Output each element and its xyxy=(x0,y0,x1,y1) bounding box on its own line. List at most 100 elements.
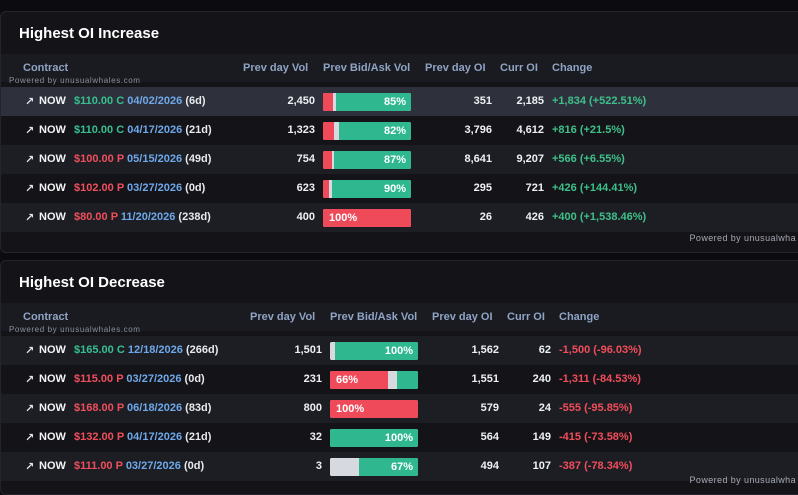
strike-price: $100.00 P xyxy=(74,153,124,165)
expiry-date: 04/02/2026 xyxy=(127,95,183,107)
table-row[interactable]: ↗ NOW $110.00 C 04/02/2026 (6d) 2,450 85% 351… xyxy=(1,87,798,116)
contract-cell[interactable]: $165.00 C 12/18/2026 (266d) xyxy=(74,344,218,356)
header-bid-ask-vol[interactable]: Prev Bid/Ask Vol xyxy=(330,311,418,323)
days-to-expiry: (238d) xyxy=(178,211,211,223)
curr-oi: 2,185 xyxy=(516,95,544,107)
header-curr-oi[interactable]: Curr OI xyxy=(500,62,538,74)
powered-by-footer: Powered by unusualwha xyxy=(689,475,796,485)
header-change[interactable]: Change xyxy=(552,62,593,74)
bid-ask-percent: 90% xyxy=(383,183,406,195)
curr-oi: 149 xyxy=(532,431,551,443)
prev-day-vol: 754 xyxy=(296,153,315,165)
strike-price: $168.00 P xyxy=(74,402,124,414)
prev-day-vol: 800 xyxy=(303,402,322,414)
bid-segment xyxy=(330,400,418,418)
table-row[interactable]: ↗ NOW $102.00 P 03/27/2026 (0d) 623 90% 295 72… xyxy=(1,174,798,203)
expiry-date: 04/17/2026 xyxy=(127,431,183,443)
table-row[interactable]: ↗ NOW $165.00 C 12/18/2026 (266d) 1,501 100%… xyxy=(1,336,798,365)
table-body: ↗ NOW $110.00 C 04/02/2026 (6d) 2,450 85% 351… xyxy=(1,87,798,232)
table-row[interactable]: ↗ NOW $100.00 P 05/15/2026 (49d) 754 87% 8,64… xyxy=(1,145,798,174)
curr-oi: 426 xyxy=(525,211,544,223)
table-row[interactable]: ↗ NOW $168.00 P 06/18/2026 (83d) 800 100% 579… xyxy=(1,394,798,423)
days-to-expiry: (21d) xyxy=(185,124,212,136)
bid-ask-bar: 82% xyxy=(323,122,411,140)
contract-cell[interactable]: $102.00 P 03/27/2026 (0d) xyxy=(74,182,205,194)
header-contract[interactable]: Contract xyxy=(23,311,69,323)
ticker-symbol: NOW xyxy=(39,402,66,414)
bid-ask-bar: 100% xyxy=(330,429,418,447)
contract-cell[interactable]: $110.00 C 04/17/2026 (21d) xyxy=(74,124,212,136)
trend-arrow-icon: ↗ xyxy=(25,154,35,166)
table-row[interactable]: ↗ NOW $110.00 C 04/17/2026 (21d) 1,323 82% 3,… xyxy=(1,116,798,145)
contract-cell[interactable]: $80.00 P 11/20/2026 (238d) xyxy=(74,211,211,223)
ticker-symbol: NOW xyxy=(39,431,66,443)
contract-cell[interactable]: $132.00 P 04/17/2026 (21d) xyxy=(74,431,211,443)
days-to-expiry: (6d) xyxy=(185,95,206,107)
powered-by-footer: Powered by unusualwha xyxy=(689,233,796,243)
contract-cell[interactable]: $111.00 P 03/27/2026 (0d) xyxy=(74,460,204,472)
table-row[interactable]: ↗ NOW $111.00 P 03/27/2026 (0d) 3 67% 494 107-… xyxy=(1,452,798,481)
bid-segment xyxy=(323,180,330,198)
strike-price: $165.00 C xyxy=(74,344,125,356)
ask-segment xyxy=(338,122,411,140)
header-bid-ask-vol[interactable]: Prev Bid/Ask Vol xyxy=(323,62,411,74)
table-row[interactable]: ↗ NOW $80.00 P 11/20/2026 (238d) 400 100% 26 4… xyxy=(1,203,798,232)
bid-ask-bar: 85% xyxy=(323,93,411,111)
header-curr-oi[interactable]: Curr OI xyxy=(507,311,545,323)
expiry-date: 12/18/2026 xyxy=(127,344,183,356)
bid-ask-bar: 100% xyxy=(330,342,418,360)
days-to-expiry: (0d) xyxy=(183,460,205,472)
ticker-symbol: NOW xyxy=(39,373,66,385)
trend-arrow-icon: ↗ xyxy=(25,432,35,444)
strike-price: $102.00 P xyxy=(74,182,124,194)
bid-ask-percent: 85% xyxy=(383,96,406,108)
bid-ask-bar: 100% xyxy=(330,400,418,418)
contract-cell[interactable]: $115.00 P 03/27/2026 (0d) xyxy=(74,373,205,385)
oi-change: +1,834 (+522.51%) xyxy=(552,95,647,107)
expiry-date: 03/27/2026 xyxy=(125,460,181,472)
ask-segment xyxy=(330,429,418,447)
header-prev-day-vol[interactable]: Prev day Vol xyxy=(250,311,316,323)
expiry-date: 03/27/2026 xyxy=(127,182,183,194)
header-prev-day-oi[interactable]: Prev day OI xyxy=(432,311,493,323)
prev-day-oi: 26 xyxy=(479,211,492,223)
table-body: ↗ NOW $165.00 C 12/18/2026 (266d) 1,501 100%… xyxy=(1,336,798,481)
prev-day-oi: 8,641 xyxy=(464,153,492,165)
bid-ask-percent: 100% xyxy=(336,403,365,415)
prev-day-vol: 3 xyxy=(315,460,322,472)
bid-ask-percent: 82% xyxy=(383,125,406,137)
header-change[interactable]: Change xyxy=(559,311,600,323)
table-row[interactable]: ↗ NOW $132.00 P 04/17/2026 (21d) 32 100% 564 1… xyxy=(1,423,798,452)
oi-change: -1,311 (-84.53%) xyxy=(559,373,641,385)
header-prev-day-vol[interactable]: Prev day Vol xyxy=(243,62,309,74)
curr-oi: 240 xyxy=(532,373,551,385)
bid-ask-percent: 100% xyxy=(384,432,413,444)
ask-segment xyxy=(359,458,418,476)
header-contract[interactable]: Contract xyxy=(23,62,69,74)
ticker-symbol: NOW xyxy=(39,460,66,472)
bid-ask-bar: 90% xyxy=(323,180,411,198)
oi-change: +816 (+21.5%) xyxy=(552,124,625,136)
bid-ask-bar: 67% xyxy=(330,458,418,476)
oi-change: -555 (-95.85%) xyxy=(559,402,633,414)
contract-cell[interactable]: $168.00 P 06/18/2026 (83d) xyxy=(74,402,211,414)
ticker-symbol: NOW xyxy=(39,124,66,136)
ask-segment xyxy=(334,151,411,169)
expiry-date: 03/27/2026 xyxy=(126,373,182,385)
prev-day-vol: 231 xyxy=(303,373,322,385)
trend-arrow-icon: ↗ xyxy=(25,374,35,386)
ask-segment xyxy=(336,93,411,111)
mid-segment xyxy=(332,93,337,111)
header-prev-day-oi[interactable]: Prev day OI xyxy=(425,62,486,74)
oi-change: -415 (-73.58%) xyxy=(559,431,633,443)
bid-segment xyxy=(323,122,335,140)
mid-segment xyxy=(388,371,397,389)
panel-title: Highest OI Increase xyxy=(19,25,160,42)
contract-cell[interactable]: $100.00 P 05/15/2026 (49d) xyxy=(74,153,211,165)
table-row[interactable]: ↗ NOW $115.00 P 03/27/2026 (0d) 231 66% 1,551… xyxy=(1,365,798,394)
ask-segment xyxy=(331,180,411,198)
contract-cell[interactable]: $110.00 C 04/02/2026 (6d) xyxy=(74,95,206,107)
bid-ask-percent: 100% xyxy=(329,212,358,224)
strike-price: $80.00 P xyxy=(74,211,118,223)
days-to-expiry: (0d) xyxy=(185,182,206,194)
